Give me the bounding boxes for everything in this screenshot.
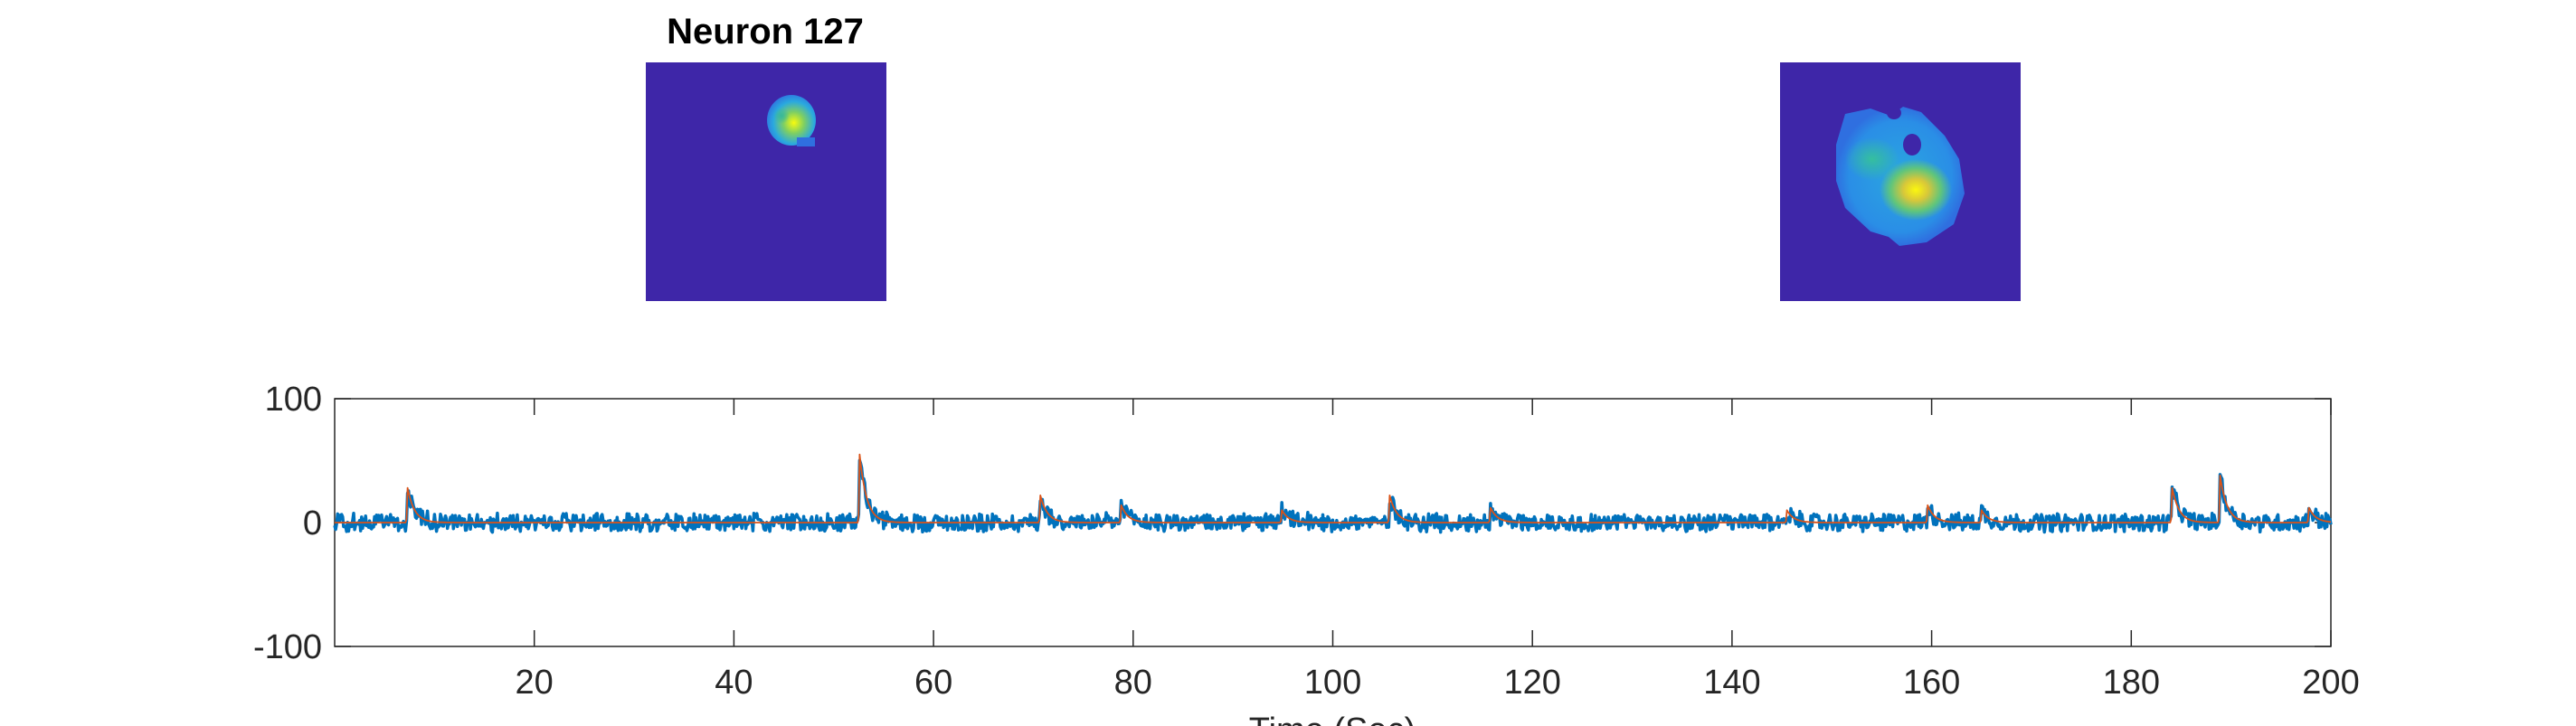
axis-ticks [335,398,2332,647]
y-tick-label: 100 [265,381,322,419]
x-tick-label: 80 [1114,664,1152,702]
axis-tick-labels: 20 40 60 80 100 120 140 160 180 200 -100 0 100 [253,381,2360,702]
footprint-image-right [1780,62,2021,301]
trace-raw-line [333,458,2333,534]
x-tick-label: 20 [516,664,554,702]
y-tick-label: -100 [253,628,322,666]
x-tick-label: 120 [1503,664,1560,702]
x-tick-label: 140 [1703,664,1760,702]
footprint-image-left [646,62,886,301]
x-tick-label: 200 [2302,664,2359,702]
x-tick-label: 40 [715,664,753,702]
series-group [333,453,2333,534]
x-tick-label: 100 [1304,664,1361,702]
x-axis-label: Time (Sec) [1249,712,1416,726]
figure-title: Neuron 127 [667,12,864,52]
trace-fit-line [335,453,2332,523]
x-tick-label: 60 [914,664,952,702]
y-tick-label: 0 [303,504,322,542]
x-tick-label: 180 [2103,664,2160,702]
x-tick-label: 160 [1903,664,1960,702]
